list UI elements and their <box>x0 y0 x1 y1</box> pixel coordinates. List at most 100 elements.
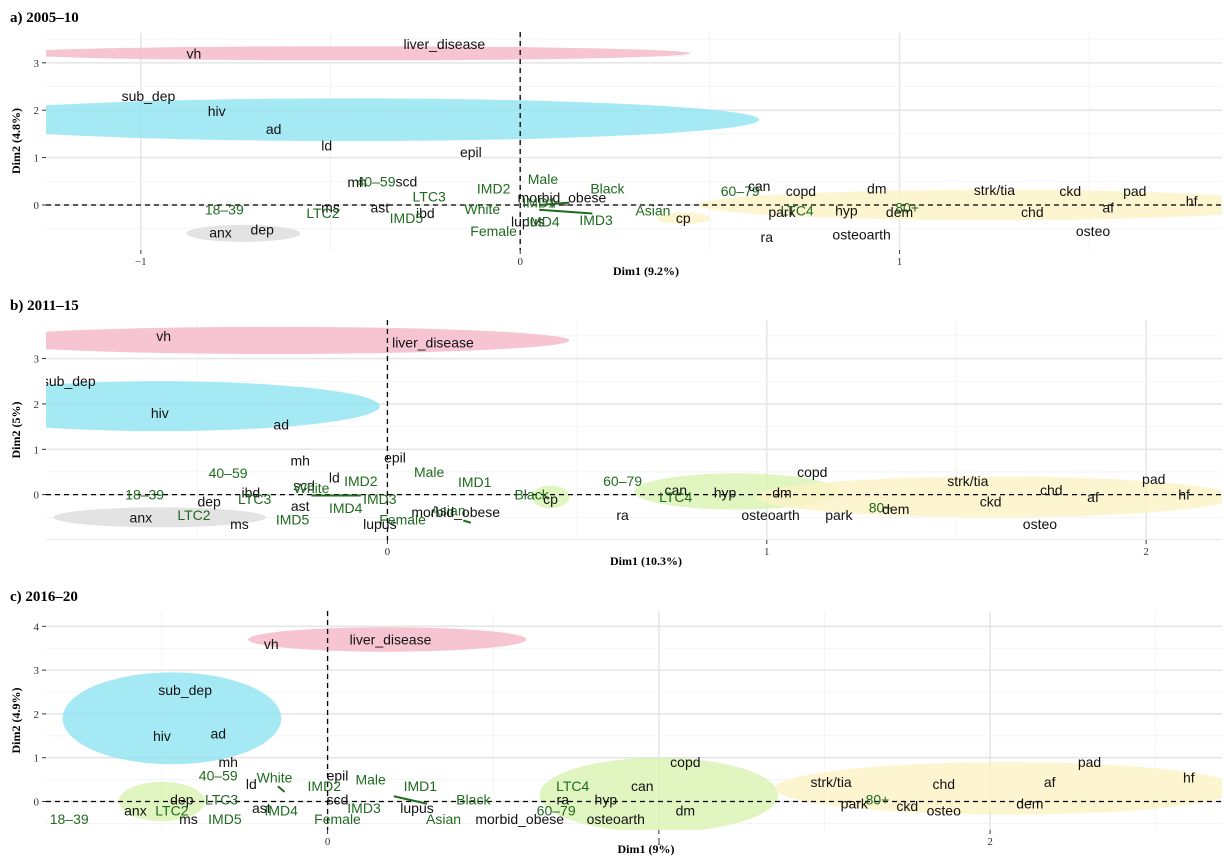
point-label: IMD5 <box>208 811 242 827</box>
x-tick-label: 0 <box>385 546 391 558</box>
point-label: dm <box>867 180 886 196</box>
point-label: dm <box>676 802 695 818</box>
point-label: hyp <box>595 791 618 807</box>
point-label: Male <box>528 171 559 187</box>
point-label: LTC4 <box>659 489 692 505</box>
x-tick-label: 1 <box>897 256 903 268</box>
connector-segment <box>277 785 286 793</box>
point-label: lupus <box>511 214 544 230</box>
cluster-ellipse-grey <box>186 224 301 242</box>
panel-title: c) 2016–20 <box>10 589 78 605</box>
point-label: IMD3 <box>363 491 397 507</box>
point-label: hyp <box>714 484 737 500</box>
point-label: hyp <box>835 203 858 219</box>
point-label: mh <box>347 174 366 190</box>
point-label: LTC2 <box>177 507 210 523</box>
point-label: hiv <box>208 103 226 119</box>
point-label: dem <box>886 204 913 220</box>
point-label: lupus <box>363 516 396 532</box>
point-label: dem <box>882 501 909 517</box>
point-label: Black <box>456 791 491 807</box>
point-label: vh <box>187 45 202 61</box>
x-tick-label: −1 <box>135 256 147 268</box>
point-label: Female <box>470 223 517 239</box>
cluster-ellipse-grey <box>53 507 267 528</box>
point-label: osteoarth <box>741 507 799 523</box>
point-label: 40–59 <box>199 767 238 783</box>
point-label: copd <box>786 183 816 199</box>
point-label: IMD1 <box>522 195 556 211</box>
point-label: IMD5 <box>390 210 424 226</box>
point-label: 18–39 <box>205 202 244 218</box>
x-axis-title: Dim1 (9%) <box>618 842 675 856</box>
clusters <box>46 46 1222 242</box>
point-label: strk/tia <box>810 774 851 790</box>
point-label: IMD3 <box>579 212 613 228</box>
point-label: Black <box>590 180 625 196</box>
point-label: IMD1 <box>458 474 492 490</box>
point-label: IMD2 <box>308 778 342 794</box>
point-label: Asian <box>635 203 670 219</box>
point-label: ad <box>266 121 282 137</box>
point-label: vh <box>156 328 171 344</box>
y-tick-label: 4 <box>34 621 40 633</box>
point-label: cp <box>676 210 691 226</box>
point-label: ad <box>273 416 289 432</box>
point-label: chd <box>932 776 955 792</box>
point-label: strk/tia <box>947 473 988 489</box>
point-label: ld <box>321 138 332 154</box>
point-label: hf <box>1183 769 1195 785</box>
point-label: ibd <box>242 484 261 500</box>
point-label: liver_disease <box>403 36 485 52</box>
point-label: liver_disease <box>350 631 432 647</box>
point-label: ckd <box>896 798 918 814</box>
clusters <box>46 326 1222 528</box>
point-label: scd <box>327 791 349 807</box>
y-tick-label: 3 <box>34 354 40 366</box>
point-label: ld <box>246 776 257 792</box>
point-label: Black <box>514 487 549 503</box>
connector-segment <box>393 795 428 805</box>
point-label: morbid_obese <box>518 189 607 205</box>
y-tick-label: 3 <box>34 58 40 70</box>
point-label: pad <box>1078 754 1101 770</box>
point-label: hf <box>1186 193 1198 209</box>
connector-segment <box>539 208 593 215</box>
point-label: dm <box>772 484 791 500</box>
point-label: hf <box>1178 487 1190 503</box>
x-axis-title: Dim1 (10.3%) <box>610 554 682 568</box>
x-tick-label: 1 <box>656 836 662 848</box>
point-label: scd <box>293 478 315 494</box>
point-label: 40–59 <box>209 465 248 481</box>
y-tick-label: 0 <box>34 490 40 502</box>
point-label: ibd <box>416 205 435 221</box>
cluster-ellipse-cyan <box>46 98 760 141</box>
point-label: strk/tia <box>974 182 1015 198</box>
cluster-ellipse-yellow <box>698 189 1222 221</box>
point-label: 60–79 <box>721 183 760 199</box>
x-tick-label: 2 <box>1143 546 1149 558</box>
point-label: park <box>825 507 853 523</box>
point-label: vh <box>264 636 279 652</box>
y-axis-title: Dim2 (5%) <box>9 402 23 459</box>
point-label: ast <box>252 800 271 816</box>
point-label: dep <box>251 222 275 238</box>
point-label: White <box>464 201 500 217</box>
point-label: af <box>1044 774 1056 790</box>
point-label: morbid_obese <box>475 811 564 827</box>
point-label: ast <box>291 498 310 514</box>
point-label: LTC4 <box>781 203 814 219</box>
y-tick-label: 1 <box>34 753 40 765</box>
point-label: IMD4 <box>264 802 298 818</box>
point-label: scd <box>395 173 417 189</box>
cluster-ellipse-pink <box>46 326 570 355</box>
y-axis-title: Dim2 (4.9%) <box>9 688 23 754</box>
point-label: copd <box>797 464 827 480</box>
cluster-ellipse-pink <box>248 627 527 652</box>
point-label: lupus <box>400 800 433 816</box>
point-label: ms <box>230 516 249 532</box>
point-label: IMD4 <box>526 214 560 230</box>
point-label: ckd <box>980 493 1002 509</box>
